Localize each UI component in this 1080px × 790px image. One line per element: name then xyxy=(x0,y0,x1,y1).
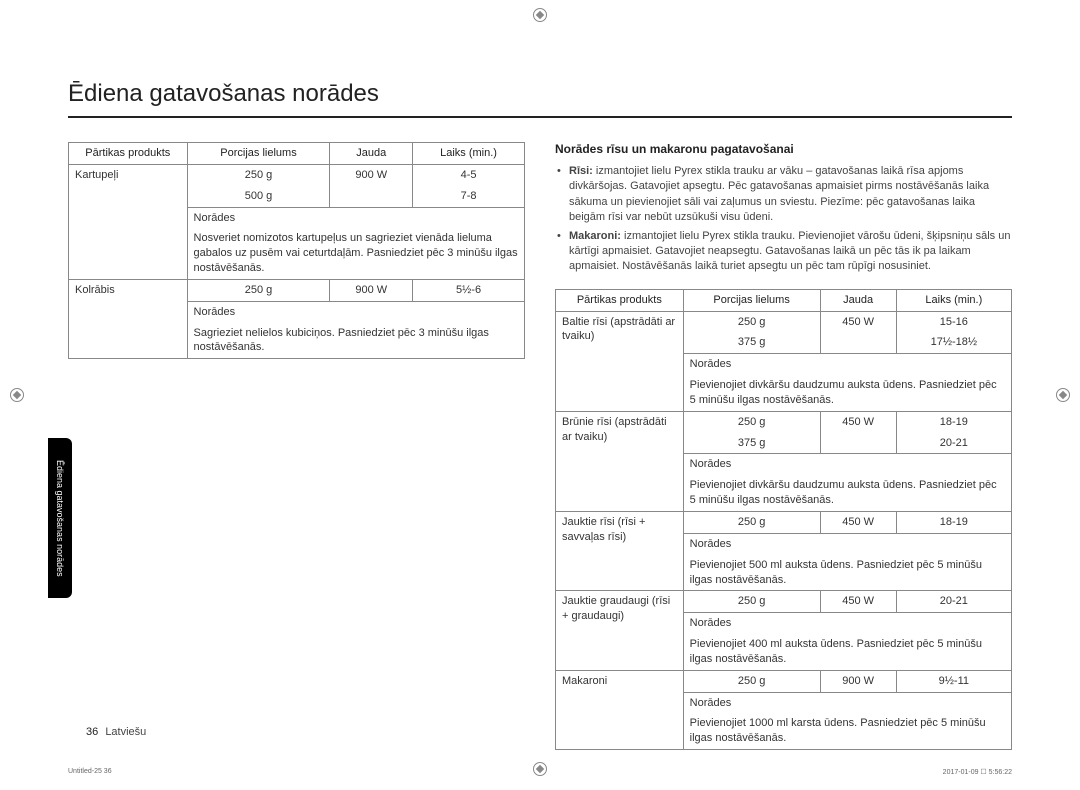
instruction-label: Norādes xyxy=(683,354,1011,375)
document-meta: Untitled-25 36 2017-01-09 ☐ 5:56:22 xyxy=(68,768,1012,776)
cooking-table-left: Pārtikas produkts Porcijas lielums Jauda… xyxy=(68,142,525,359)
page-footer: 36 Latviešu xyxy=(86,726,146,738)
right-column: Norādes rīsu un makaronu pagatavošanai R… xyxy=(555,142,1012,750)
doc-id: Untitled-25 36 xyxy=(68,768,112,776)
instruction-text: Pievienojiet 500 ml auksta ūdens. Pasnie… xyxy=(683,555,1011,591)
instruction-label: Norādes xyxy=(683,692,1011,713)
instruction-text: Pievienojiet divkāršu daudzumu auksta ūd… xyxy=(683,475,1011,511)
instruction-text: Pievienojiet 400 ml auksta ūdens. Pasnie… xyxy=(683,634,1011,670)
cooking-table-right: Pārtikas produkts Porcijas lielums Jauda… xyxy=(555,289,1012,750)
doc-timestamp: 2017-01-09 ☐ 5:56:22 xyxy=(943,768,1012,776)
time-cell: 20-21 xyxy=(896,433,1011,454)
size-cell: 375 g xyxy=(683,332,820,353)
th: Laiks (min.) xyxy=(413,143,525,165)
product-cell: Brūnie rīsi (apstrādāti ar tvaiku) xyxy=(556,411,684,511)
size-cell: 250 g xyxy=(187,279,330,301)
product-cell: Kartupeļi xyxy=(69,164,188,279)
instruction-label: Norādes xyxy=(683,454,1011,475)
tips-list: Rīsi: izmantojiet lielu Pyrex stikla tra… xyxy=(555,164,1012,275)
size-cell: 250 g xyxy=(683,591,820,613)
section-heading: Norādes rīsu un makaronu pagatavošanai xyxy=(555,142,1012,156)
size-cell: 250 g xyxy=(683,311,820,332)
power-cell: 900 W xyxy=(330,164,413,207)
power-cell: 450 W xyxy=(820,411,896,454)
size-cell: 375 g xyxy=(683,433,820,454)
time-cell: 4-5 xyxy=(413,164,525,185)
th: Pārtikas produkts xyxy=(556,289,684,311)
power-cell: 900 W xyxy=(330,279,413,301)
page-number: 36 xyxy=(86,726,98,738)
size-cell: 250 g xyxy=(683,670,820,692)
product-cell: Jauktie rīsi (rīsi + savvaļas rīsi) xyxy=(556,512,684,591)
th: Laiks (min.) xyxy=(896,289,1011,311)
instruction-text: Nosveriet nomizotos kartupeļus un sagrie… xyxy=(187,228,524,279)
left-column: Pārtikas produkts Porcijas lielums Jauda… xyxy=(68,142,525,750)
tip-term: Rīsi: xyxy=(569,165,593,177)
power-cell: 900 W xyxy=(820,670,896,692)
tip-term: Makaroni: xyxy=(569,230,621,242)
th: Porcijas lielums xyxy=(683,289,820,311)
size-cell: 250 g xyxy=(187,164,330,185)
time-cell: 9½-11 xyxy=(896,670,1011,692)
time-cell: 17½-18½ xyxy=(896,332,1011,353)
th: Jauda xyxy=(330,143,413,165)
size-cell: 500 g xyxy=(187,186,330,207)
instruction-label: Norādes xyxy=(187,301,524,322)
th: Porcijas lielums xyxy=(187,143,330,165)
page-language: Latviešu xyxy=(105,726,146,738)
instruction-text: Sagrieziet nelielos kubiciņos. Pasniedzi… xyxy=(187,323,524,359)
page-title: Ēdiena gatavošanas norādes xyxy=(68,80,1012,118)
instruction-label: Norādes xyxy=(683,533,1011,554)
time-cell: 18-19 xyxy=(896,512,1011,534)
product-cell: Kolrābis xyxy=(69,279,188,358)
time-cell: 7-8 xyxy=(413,186,525,207)
time-cell: 15-16 xyxy=(896,311,1011,332)
time-cell: 18-19 xyxy=(896,411,1011,432)
th: Pārtikas produkts xyxy=(69,143,188,165)
tip-item: Rīsi: izmantojiet lielu Pyrex stikla tra… xyxy=(555,164,1012,226)
instruction-label: Norādes xyxy=(187,207,524,228)
tip-item: Makaroni: izmantojiet lielu Pyrex stikla… xyxy=(555,229,1012,275)
power-cell: 450 W xyxy=(820,311,896,354)
power-cell: 450 W xyxy=(820,512,896,534)
instruction-text: Pievienojiet divkāršu daudzumu auksta ūd… xyxy=(683,375,1011,411)
time-cell: 5½-6 xyxy=(413,279,525,301)
instruction-label: Norādes xyxy=(683,613,1011,634)
th: Jauda xyxy=(820,289,896,311)
product-cell: Baltie rīsi (apstrādāti ar tvaiku) xyxy=(556,311,684,411)
product-cell: Jauktie graudaugi (rīsi + graudaugi) xyxy=(556,591,684,670)
product-cell: Makaroni xyxy=(556,670,684,749)
size-cell: 250 g xyxy=(683,411,820,432)
power-cell: 450 W xyxy=(820,591,896,613)
instruction-text: Pievienojiet 1000 ml karsta ūdens. Pasni… xyxy=(683,713,1011,749)
time-cell: 20-21 xyxy=(896,591,1011,613)
size-cell: 250 g xyxy=(683,512,820,534)
